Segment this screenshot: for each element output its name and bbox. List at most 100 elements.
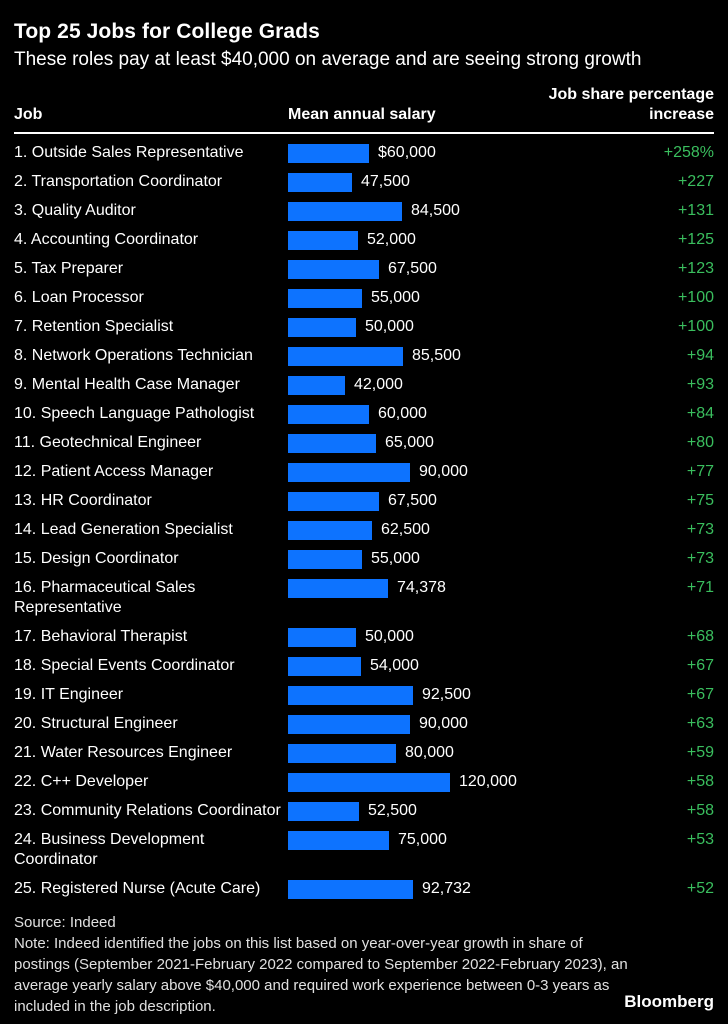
salary-bar [288,144,369,163]
pct-value: +100 [677,289,714,306]
job-label: 1. Outside Sales Representative [14,144,244,161]
job-label: 16. Pharmaceutical Sales Representative [14,579,196,616]
pct-value: +94 [686,347,714,364]
pct-value: +93 [686,376,714,393]
table-row: 1. Outside Sales Representative $60,000 … [14,143,714,163]
job-label: 10. Speech Language Pathologist [14,405,255,422]
salary-value: 92,732 [422,880,471,897]
table-row: 5. Tax Preparer 67,500 +123 [14,259,714,279]
salary-bar [288,231,358,250]
pct-value: +84 [686,405,714,422]
salary-value: 50,000 [365,628,414,645]
table-row: 23. Community Relations Coordinator 52,5… [14,801,714,821]
job-label: 4. Accounting Coordinator [14,231,199,248]
salary-bar [288,521,372,540]
table-row: 2. Transportation Coordinator 47,500 +22… [14,172,714,192]
pct-value: +52 [686,880,714,897]
salary-value: 54,000 [370,657,419,674]
bar-zone: 75,000 +53 [288,830,714,850]
job-label: 24. Business Development Coordinator [14,831,205,868]
table-row: 8. Network Operations Technician 85,500 … [14,346,714,366]
table-row: 4. Accounting Coordinator 52,000 +125 [14,230,714,250]
bar-zone: 62,500 +73 [288,520,714,540]
pct-value: +258% [663,144,714,161]
pct-value: +125 [677,231,714,248]
salary-value: 65,000 [385,434,434,451]
bar-zone: 55,000 +73 [288,549,714,569]
salary-bar [288,260,379,279]
table-row: 17. Behavioral Therapist 50,000 +68 [14,627,714,647]
bar-zone: 55,000 +100 [288,288,714,308]
job-label: 11. Geotechnical Engineer [14,434,202,451]
pct-value: +53 [686,831,714,848]
bar-zone: 90,000 +63 [288,714,714,734]
salary-value: 90,000 [419,715,468,732]
salary-bar [288,463,410,482]
bar-zone: 90,000 +77 [288,462,714,482]
table-row: 21. Water Resources Engineer 80,000 +59 [14,743,714,763]
pct-value: +58 [686,773,714,790]
salary-bar [288,802,359,821]
job-label: 17. Behavioral Therapist [14,628,188,645]
salary-value: 47,500 [361,173,410,190]
pct-value: +67 [686,686,714,703]
salary-value: 67,500 [388,260,437,277]
bar-zone: 52,500 +58 [288,801,714,821]
job-label: 21. Water Resources Engineer [14,744,233,761]
pct-value: +77 [686,463,714,480]
job-label: 2. Transportation Coordinator [14,173,223,190]
table-row: 24. Business Development Coordinator 75,… [14,830,714,870]
table-row: 19. IT Engineer 92,500 +67 [14,685,714,705]
salary-value: 42,000 [354,376,403,393]
column-header-salary: Mean annual salary [288,106,436,123]
salary-value: 85,500 [412,347,461,364]
job-label: 9. Mental Health Case Manager [14,376,240,393]
bar-zone: 92,500 +67 [288,685,714,705]
salary-bar [288,173,352,192]
table-row: 10. Speech Language Pathologist 60,000 +… [14,404,714,424]
table-row: 11. Geotechnical Engineer 65,000 +80 [14,433,714,453]
table-row: 15. Design Coordinator 55,000 +73 [14,549,714,569]
salary-value: 92,500 [422,686,471,703]
job-label: 15. Design Coordinator [14,550,179,567]
table-row: 14. Lead Generation Specialist 62,500 +7… [14,520,714,540]
pct-value: +100 [677,318,714,335]
column-header-job: Job [14,106,43,123]
salary-value: 74,378 [397,579,446,596]
salary-value: 50,000 [365,318,414,335]
bar-zone: 65,000 +80 [288,433,714,453]
pct-value: +73 [686,521,714,538]
column-headers: Job Mean annual salary Job share percent… [14,85,714,134]
bar-zone: 60,000 +84 [288,404,714,424]
bloomberg-logo: Bloomberg [624,992,714,1011]
table-row: 16. Pharmaceutical Sales Representative … [14,578,714,618]
page-subtitle: These roles pay at least $40,000 on aver… [14,49,642,70]
table-row: 13. HR Coordinator 67,500 +75 [14,491,714,511]
pct-value: +67 [686,657,714,674]
pct-value: +58 [686,802,714,819]
table-row: 18. Special Events Coordinator 54,000 +6… [14,656,714,676]
bar-zone: $60,000 +258% [288,143,714,163]
pct-value: +68 [686,628,714,645]
job-label: 14. Lead Generation Specialist [14,521,233,538]
footer: Source: Indeed Note: Indeed identified t… [14,912,714,1017]
job-label: 12. Patient Access Manager [14,463,214,480]
table-row: 7. Retention Specialist 50,000 +100 [14,317,714,337]
table-row: 6. Loan Processor 55,000 +100 [14,288,714,308]
salary-bar [288,376,345,395]
salary-bar [288,880,413,899]
bar-zone: 80,000 +59 [288,743,714,763]
bar-zone: 52,000 +125 [288,230,714,250]
bar-zone: 85,500 +94 [288,346,714,366]
bar-zone: 67,500 +75 [288,491,714,511]
job-label: 6. Loan Processor [14,289,144,306]
salary-value: 55,000 [371,550,420,567]
salary-bar [288,347,403,366]
salary-bar [288,550,362,569]
pct-value: +73 [686,550,714,567]
bar-zone: 50,000 +100 [288,317,714,337]
salary-value: 60,000 [378,405,427,422]
bar-zone: 92,732 +52 [288,879,714,899]
pct-value: +123 [677,260,714,277]
